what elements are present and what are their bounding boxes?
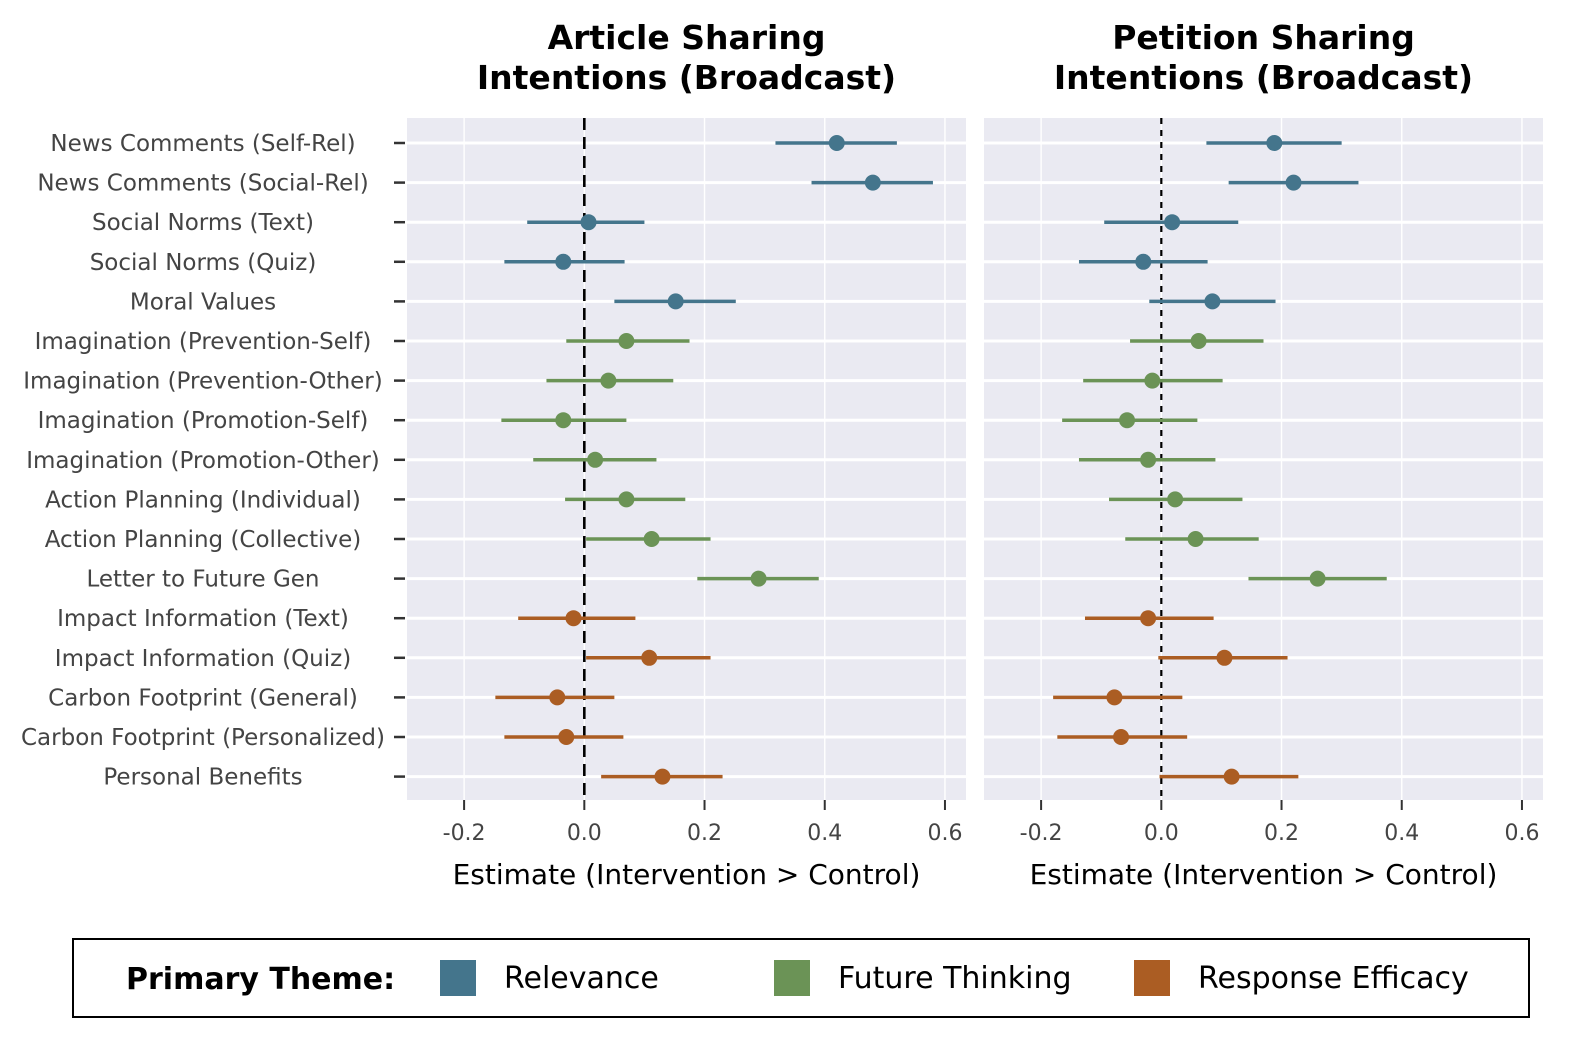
panel-2-point-carbon-footprint-personalized: [1113, 729, 1130, 745]
row-label-social-norms-quiz: Social Norms (Quiz): [90, 250, 317, 276]
row-label-moral-values: Moral Values: [130, 289, 276, 315]
row-label-carbon-footprint-personalized: Carbon Footprint (Personalized): [21, 725, 385, 751]
row-label-imagination-prevention-self: Imagination (Prevention-Self): [35, 329, 372, 355]
panel-1-title-line1: Article Sharing: [548, 18, 826, 57]
row-label-personal-benefits: Personal Benefits: [103, 765, 302, 791]
panel-2-title-line2: Intentions (Broadcast): [1054, 58, 1473, 97]
legend-swatch-relevance: [440, 960, 476, 996]
panel-1-point-carbon-footprint-general: [549, 689, 566, 706]
row-label-news-comments-self-rel: News Comments (Self-Rel): [50, 131, 355, 157]
legend-swatch-response-efficacy: [1134, 960, 1170, 996]
panel-1-point-imagination-promotion-self: [555, 412, 572, 429]
legend-title: Primary Theme:: [126, 962, 396, 997]
panel-1-point-moral-values: [667, 293, 684, 310]
panel-2-point-imagination-prevention-other: [1144, 372, 1161, 389]
panel-2-point-news-comments-social-rel: [1285, 174, 1302, 191]
panel-1-point-imagination-prevention-other: [600, 372, 617, 389]
legend-swatch-future-thinking: [774, 960, 810, 996]
legend-label-future-thinking: Future Thinking: [838, 960, 1072, 996]
panel-1-title-line2: Intentions (Broadcast): [477, 58, 896, 97]
row-label-imagination-prevention-other: Imagination (Prevention-Other): [23, 369, 382, 395]
panel-2-point-imagination-prevention-self: [1190, 333, 1207, 349]
legend-item-relevance: Relevance: [440, 960, 659, 996]
panel-2-point-social-norms-quiz: [1135, 253, 1152, 270]
panel-2-xlabel: Estimate (Intervention > Control): [1030, 858, 1498, 891]
panel-2-point-imagination-promotion-self: [1119, 412, 1136, 429]
panel-2-xtick-label: 0.6: [1504, 821, 1539, 846]
panel-2-point-social-norms-text: [1164, 214, 1181, 231]
panel-1-point-social-norms-text: [580, 214, 597, 231]
panel-1-point-impact-information-text: [565, 610, 582, 627]
panel-2-xtick-label: 0.2: [1264, 821, 1299, 846]
panel-1-point-impact-information-quiz: [641, 649, 658, 666]
panel-2-point-carbon-footprint-general: [1106, 689, 1123, 706]
forest-plot: News Comments (Self-Rel) News Comments (S…: [21, 18, 1543, 891]
panel-1-xtick-label: -0.2: [443, 821, 486, 846]
panel-2-point-action-planning-collective: [1187, 531, 1204, 547]
panel-1-point-carbon-footprint-personalized: [558, 729, 575, 745]
row-label-news-comments-social-rel: News Comments (Social-Rel): [37, 171, 368, 197]
panel-2-point-imagination-promotion-other: [1140, 451, 1157, 468]
panel-1-xtick-label: 0.2: [687, 821, 722, 846]
row-label-impact-information-text: Impact Information (Text): [57, 606, 349, 632]
panel-2-point-impact-information-quiz: [1216, 649, 1233, 666]
panel-1-point-social-norms-quiz: [555, 253, 572, 270]
panel-1-xlabel: Estimate (Intervention > Control): [453, 858, 921, 891]
row-label-imagination-promotion-other: Imagination (Promotion-Other): [26, 448, 380, 474]
legend: Primary Theme: Relevance Future Thinking…: [72, 938, 1530, 1018]
panel-1-point-action-planning-collective: [643, 531, 660, 547]
panel-1-point-action-planning-individual: [618, 491, 635, 508]
row-label-impact-information-quiz: Impact Information (Quiz): [55, 646, 351, 672]
row-label-carbon-footprint-general: Carbon Footprint (General): [48, 685, 358, 711]
legend-label-relevance: Relevance: [504, 960, 659, 996]
row-label-imagination-promotion-self: Imagination (Promotion-Self): [38, 408, 369, 434]
legend-label-response-efficacy: Response Efficacy: [1198, 960, 1469, 996]
legend-item-response-efficacy: Response Efficacy: [1134, 960, 1469, 996]
panel-2-point-action-planning-individual: [1167, 491, 1184, 508]
row-label-action-planning-collective: Action Planning (Collective): [45, 527, 362, 553]
panel-1-xtick-label: 0.6: [927, 821, 962, 846]
legend-item-future-thinking: Future Thinking: [774, 960, 1072, 996]
panel-1-xtick-label: 0.0: [567, 821, 602, 846]
panel-1-point-imagination-prevention-self: [618, 333, 635, 349]
panel-2-xtick-label: 0.0: [1144, 821, 1179, 846]
panel-1-point-letter-to-future-gen: [750, 570, 767, 587]
panel-1-point-personal-benefits: [654, 768, 671, 785]
row-label-action-planning-individual: Action Planning (Individual): [45, 487, 361, 513]
panel-2-title-line1: Petition Sharing: [1112, 18, 1415, 57]
row-label-letter-to-future-gen: Letter to Future Gen: [86, 567, 319, 593]
panel-2-point-letter-to-future-gen: [1309, 570, 1326, 587]
panel-2-point-moral-values: [1204, 293, 1221, 310]
row-label-social-norms-text: Social Norms (Text): [92, 210, 314, 236]
panel-1-point-news-comments-self-rel: [828, 135, 845, 151]
panel-1-point-news-comments-social-rel: [864, 174, 881, 191]
panel-2-xtick-label: -0.2: [1020, 821, 1063, 846]
panel-2-xtick-label: 0.4: [1384, 821, 1419, 846]
panel-2-point-news-comments-self-rel: [1266, 135, 1283, 151]
panel-1-xtick-label: 0.4: [807, 821, 842, 846]
panel-1-point-imagination-promotion-other: [587, 451, 604, 468]
panel-2-point-impact-information-text: [1140, 610, 1157, 627]
panel-2-point-personal-benefits: [1223, 768, 1240, 785]
